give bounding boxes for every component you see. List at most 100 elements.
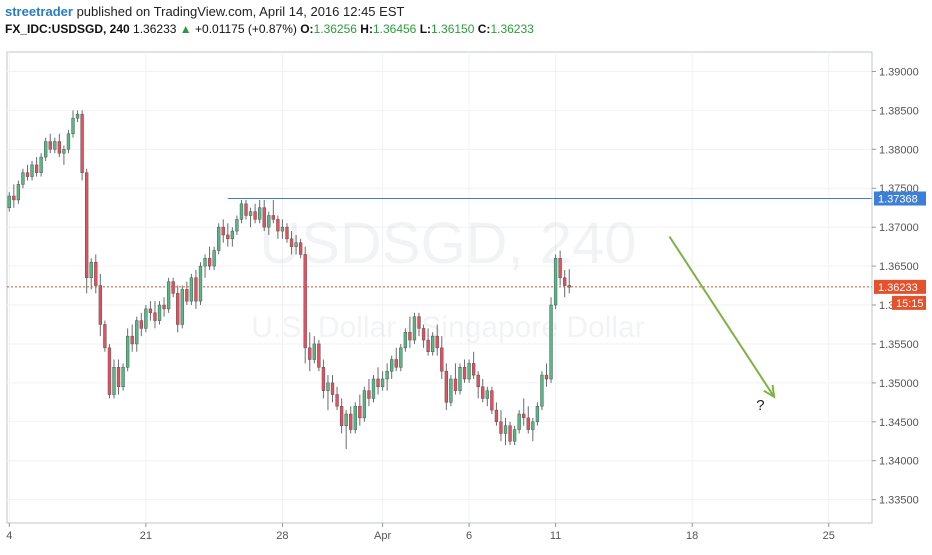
plot-frame	[6, 51, 873, 524]
candle-body	[153, 312, 157, 321]
candle-body	[235, 219, 239, 232]
y-axis: 1.390001.385001.380001.375001.370001.365…	[872, 66, 919, 507]
candle-body	[98, 285, 102, 325]
candle-body	[253, 211, 257, 220]
candle-body	[353, 405, 357, 430]
candle-body	[467, 363, 471, 380]
candle-body	[94, 261, 98, 286]
candle-body	[171, 281, 175, 294]
y-tick-label: 1.33500	[879, 495, 919, 507]
candle-body	[121, 367, 125, 388]
candle-body	[558, 258, 562, 279]
low-value: 1.36150	[431, 22, 475, 36]
candle-body	[408, 332, 412, 341]
candle-body	[194, 277, 198, 302]
candle-body	[417, 316, 421, 329]
candle-body	[166, 281, 171, 310]
candle-body	[34, 164, 39, 173]
candle-body	[130, 335, 134, 345]
x-tick-label: 25	[823, 530, 835, 542]
chart-area[interactable]: USDSGD, 240 U.S. Dollar / Singapore Dolla…	[0, 45, 932, 550]
candle-body	[248, 211, 253, 216]
candle-body	[508, 425, 512, 442]
candle-body	[162, 304, 166, 310]
candle-body	[267, 215, 271, 228]
candle-body	[244, 203, 248, 216]
candle-body	[298, 242, 303, 255]
x-tick-label: 28	[276, 530, 288, 542]
candle-body	[394, 359, 398, 368]
candle-body	[308, 347, 312, 360]
candle-body	[494, 409, 499, 423]
candle-body	[303, 254, 307, 349]
close-label: C:	[477, 22, 491, 36]
watermark-name: U.S. Dollar / Singapore Dollar	[251, 311, 645, 344]
candle-body	[12, 195, 16, 201]
candle-body	[25, 172, 30, 177]
candle-body	[358, 405, 362, 419]
candle-body	[85, 172, 89, 279]
candle-body	[403, 332, 408, 349]
candle-body	[212, 250, 216, 267]
candle-body	[344, 413, 348, 426]
candle-body	[376, 378, 380, 388]
candle-body	[380, 378, 385, 388]
candle-body	[326, 382, 330, 391]
candle-body	[440, 347, 444, 372]
x-tick-label: 11	[550, 530, 561, 542]
candle-body	[321, 367, 326, 391]
candle-body	[103, 324, 107, 349]
candle-body	[176, 293, 180, 325]
candle-body	[226, 234, 230, 240]
candle-body	[399, 347, 403, 368]
candle-body	[412, 316, 417, 341]
candle-body	[421, 328, 426, 341]
candle-body	[362, 390, 367, 419]
candle-body	[53, 141, 57, 150]
countdown-badge: 15:15	[896, 298, 924, 310]
y-tick-label: 1.34000	[879, 456, 919, 468]
candle-body	[553, 258, 558, 306]
candle-body	[339, 405, 344, 426]
candle-body	[116, 367, 121, 388]
candle-body	[499, 421, 503, 434]
high-value: 1.36456	[372, 22, 417, 36]
x-tick-label: 6	[466, 530, 472, 542]
candle-body	[107, 347, 112, 395]
symbol-label: FX_IDC:USDSGD, 240	[5, 22, 130, 36]
candle-body	[471, 363, 476, 376]
candle-body	[239, 203, 244, 220]
watermark-symbol: USDSGD, 240	[259, 211, 636, 276]
countdown-badge-bg	[892, 295, 926, 310]
low-label: L:	[419, 22, 432, 36]
candle-body	[567, 285, 571, 288]
x-axis: 4 21 28 Apr 6 11 18 25	[6, 523, 835, 542]
candle-body	[203, 258, 207, 267]
candle-body	[330, 382, 335, 395]
x-tick-label: 4	[6, 530, 12, 542]
candle-body	[135, 320, 139, 345]
candle-body	[180, 289, 184, 325]
candle-body	[285, 226, 289, 240]
candle-body	[271, 215, 275, 220]
candle-body	[276, 219, 280, 232]
candle-body	[349, 413, 353, 430]
candle-body	[230, 230, 235, 240]
candle-body	[462, 367, 467, 380]
candle-body	[390, 359, 394, 372]
author-link[interactable]: streetrader	[5, 4, 73, 19]
open-label: O:	[300, 22, 314, 36]
candle-body	[71, 117, 75, 134]
y-tick-label: 1.34500	[879, 417, 919, 429]
candle-body	[512, 429, 517, 442]
candlestick-chart[interactable]: USDSGD, 240 U.S. Dollar / Singapore Dolla…	[0, 45, 932, 550]
high-label: H:	[360, 22, 373, 36]
candle-body	[531, 421, 535, 430]
candle-body	[57, 141, 62, 154]
last-price-badge: 1.36233	[878, 282, 918, 294]
up-arrow-icon: ▲	[179, 22, 192, 36]
candles	[7, 110, 571, 450]
candle-body	[563, 277, 567, 286]
candle-body	[312, 343, 316, 360]
price-change: +0.01175 (+0.87%)	[195, 22, 297, 36]
